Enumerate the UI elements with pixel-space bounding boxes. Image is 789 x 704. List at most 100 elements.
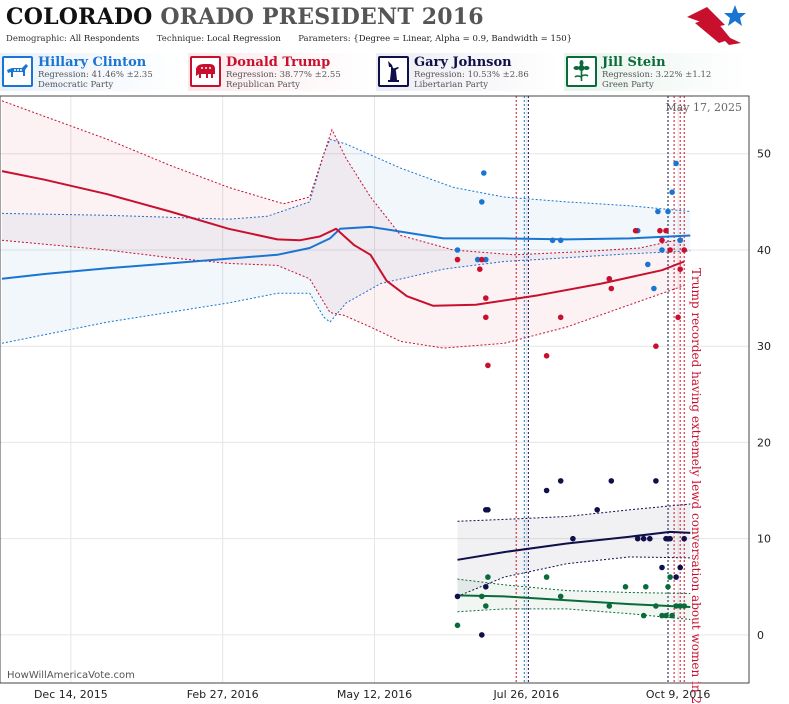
confidence-band <box>457 579 691 620</box>
flower-icon <box>566 56 597 87</box>
confidence-band <box>2 100 685 349</box>
poll-point <box>651 285 657 292</box>
confidence-bands <box>1 100 691 620</box>
plot-frame <box>0 95 750 684</box>
upper-bound-line <box>1 100 685 256</box>
poll-point <box>681 603 687 609</box>
poll-point <box>677 237 683 244</box>
x-tick-label: Dec 14, 2015 <box>34 688 108 701</box>
poll-point <box>485 574 491 580</box>
poll-point <box>677 266 683 273</box>
lower-bound-line <box>457 556 691 597</box>
poll-point <box>640 612 647 619</box>
poll-point <box>549 237 556 244</box>
poll-point <box>659 237 665 244</box>
candidate-card-stein[interactable]: Jill Stein Regression: 3.22% ±1.12 Green… <box>564 53 748 91</box>
parameters-line: Demographic: All Respondents Technique: … <box>6 34 572 44</box>
poll-point <box>675 314 681 321</box>
trend-lines <box>1 170 691 608</box>
poll-point <box>640 535 647 542</box>
poll-point <box>673 160 679 167</box>
poll-point <box>608 285 615 292</box>
confidence-band <box>457 504 691 597</box>
poll-point <box>632 227 639 234</box>
poll-point <box>653 603 659 609</box>
poll-point <box>659 612 665 619</box>
candidate-party: Democratic Party <box>38 80 114 90</box>
candidate-name: Donald Trump <box>226 55 331 70</box>
poll-point <box>479 593 485 600</box>
poll-point <box>606 603 613 609</box>
poll-point <box>643 584 649 590</box>
poll-point <box>543 487 550 494</box>
poll-point <box>483 603 489 609</box>
poll-point <box>681 247 687 253</box>
demographic-label: Demographic: <box>6 34 67 44</box>
y-tick-label: 40 <box>757 244 771 257</box>
candidate-card-trump[interactable]: Donald Trump Regression: 38.77% ±2.55 Re… <box>188 53 372 91</box>
poll-point <box>669 189 675 195</box>
candidate-party: Green Party <box>602 80 654 90</box>
poll-point <box>608 478 615 484</box>
title-race: ORADO PRESIDENT 2016 <box>160 4 484 30</box>
poll-point <box>667 574 673 580</box>
poll-point <box>483 295 489 301</box>
watermark: HowWillAmericaVote.com <box>7 670 135 681</box>
x-tick-label: Oct 9, 2016 <box>646 688 711 701</box>
upper-bound-line <box>457 578 691 594</box>
confidence-band <box>2 139 691 344</box>
poll-point <box>454 622 461 629</box>
poll-point <box>677 603 683 609</box>
parameters-value: {Degree = Linear, Alpha = 0.9, Bandwidth… <box>353 34 573 44</box>
poll-point <box>677 564 683 571</box>
poll-point <box>673 574 679 580</box>
poll-point <box>653 343 659 350</box>
poll-point <box>647 535 653 542</box>
poll-point <box>653 478 659 484</box>
poll-point <box>673 603 679 609</box>
poll-point <box>634 535 641 542</box>
y-tick-label: 50 <box>757 148 771 161</box>
x-tick-label: Feb 27, 2016 <box>187 688 259 701</box>
trend-line <box>457 530 691 561</box>
poll-point <box>669 612 675 619</box>
poll-point <box>557 314 564 321</box>
poll-point <box>667 535 673 542</box>
poll-point <box>485 362 491 369</box>
x-tick-label: Jul 26, 2016 <box>492 688 559 701</box>
y-tick-label: 0 <box>757 629 764 642</box>
poll-point <box>543 353 550 359</box>
upper-bound-line <box>457 503 691 522</box>
candidate-card-johnson[interactable]: Gary Johnson Regression: 10.53% ±2.86 Li… <box>376 53 560 91</box>
candidate-party: Republican Party <box>226 80 300 90</box>
technique-value: Local Regression <box>206 34 281 44</box>
poll-point <box>479 632 485 638</box>
technique-label: Technique: <box>156 34 205 44</box>
poll-point <box>659 247 665 253</box>
y-tick-label: 20 <box>757 436 771 449</box>
demographic-value: All Respondents <box>69 34 140 44</box>
poll-points <box>454 160 687 638</box>
candidate-card-clinton[interactable]: Hillary Clinton Regression: 41.46% ±2.35… <box>0 53 184 91</box>
upper-bound-line <box>1 138 691 220</box>
poll-point <box>659 564 665 571</box>
elephant-icon <box>190 56 221 87</box>
poll-point <box>485 507 491 513</box>
event-annotation: Trump recorded having extremely lewd con… <box>689 268 703 704</box>
lower-bound-line <box>1 250 691 344</box>
lower-bound-line <box>457 608 691 620</box>
poll-point <box>557 237 564 244</box>
candidate-regression: Regression: 38.77% ±2.55 <box>226 70 341 80</box>
x-tick-label: May 12, 2016 <box>337 688 412 701</box>
trend-line <box>1 170 685 307</box>
trend-line <box>457 594 691 608</box>
poll-point <box>474 256 481 263</box>
candidate-name: Hillary Clinton <box>38 55 147 70</box>
x-axis: Dec 14, 2015 Feb 27, 2016 May 12, 2016 Jul … <box>34 688 710 701</box>
event-lines <box>515 96 685 683</box>
date-label: May 17, 2025 <box>665 101 742 114</box>
poll-point <box>667 247 673 253</box>
poll-point <box>622 584 629 590</box>
poll-point <box>479 199 485 205</box>
candidate-name: Gary Johnson <box>414 55 512 70</box>
